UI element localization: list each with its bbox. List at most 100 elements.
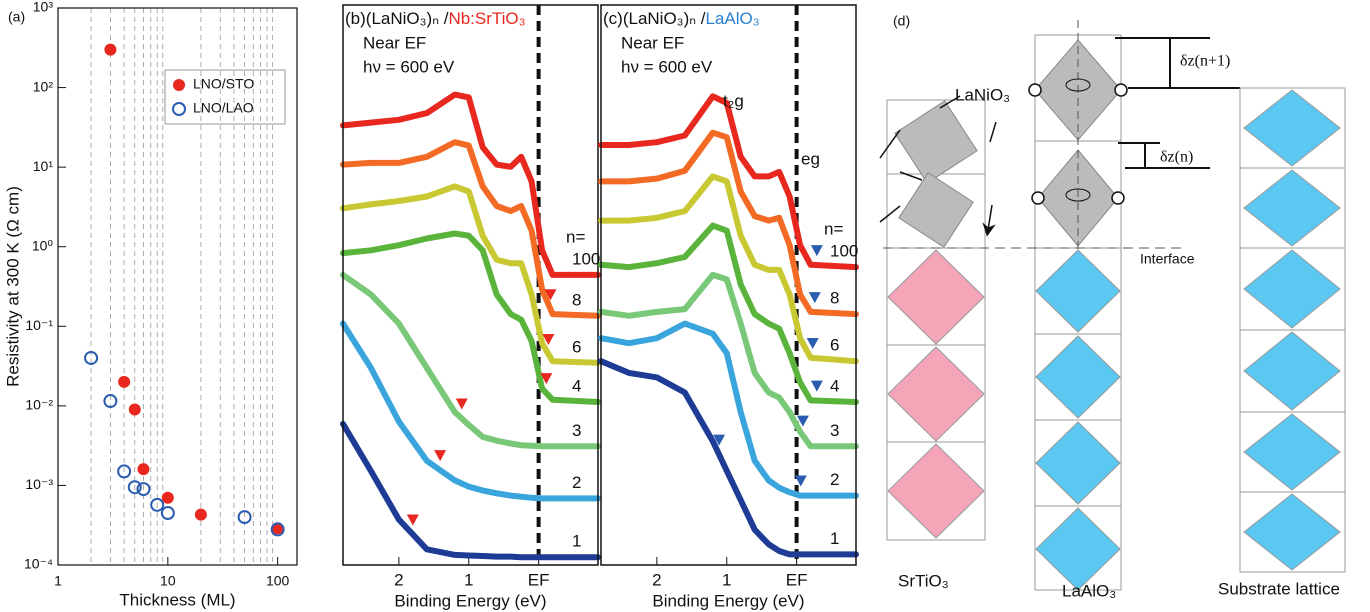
annotation: t₂g <box>723 91 744 110</box>
x-tick-label: 100 <box>266 573 290 589</box>
octahedron <box>888 444 984 538</box>
plot-frame <box>58 8 297 565</box>
spectrum-line <box>343 234 598 403</box>
y-tick-label: 10³ <box>33 0 54 15</box>
octahedron <box>1036 336 1120 418</box>
interface-label: Interface <box>1140 251 1195 267</box>
panel-title: (c)(LaNiO₃)ₙ /LaAlO₃ <box>603 9 760 28</box>
series-label: 8 <box>572 290 581 309</box>
octahedron <box>1036 422 1120 504</box>
octahedron <box>1036 508 1120 590</box>
series-label: 6 <box>572 337 581 356</box>
substrate-label: SrTiO₃ <box>898 571 949 590</box>
annotation: eg <box>801 149 820 168</box>
n-label: n= <box>824 220 843 239</box>
data-point <box>118 376 130 388</box>
x-tick-label: 10 <box>160 573 176 589</box>
y-axis-label: Resistivity at 300 K (Ω cm) <box>3 186 22 387</box>
edge-marker <box>795 476 807 487</box>
legend-marker <box>173 103 185 115</box>
annotation: Near EF <box>621 33 684 52</box>
title-film: (LaNiO₃)ₙ / <box>623 9 706 28</box>
y-tick-label: 10² <box>33 78 54 94</box>
legend-label: LNO/LAO <box>193 100 254 116</box>
data-point <box>104 44 116 56</box>
title-substrate: LaAlO₃ <box>705 9 759 28</box>
series-label: 6 <box>830 336 839 355</box>
lattice-diagram: (d) LaNiO₃ SrTiO₃ LaAlO₃ <box>880 13 1345 601</box>
spectrum-line <box>343 324 598 499</box>
x-tick-label: EF <box>786 570 808 589</box>
edge-marker <box>407 514 419 525</box>
octahedron <box>888 250 984 344</box>
series-label: 2 <box>572 473 581 492</box>
data-point <box>195 509 207 521</box>
title-substrate: Nb:SrTiO₃ <box>448 9 525 28</box>
x-tick-label: 1 <box>54 573 62 589</box>
title-film: (LaNiO₃)ₙ / <box>366 9 449 28</box>
data-point <box>129 403 141 415</box>
figure: (d) LaNiO₃ SrTiO₃ LaAlO₃ <box>0 0 1370 612</box>
annotation: hν = 600 eV <box>621 57 713 76</box>
panel-label: (c) <box>603 9 623 28</box>
octahedron <box>886 92 986 192</box>
series-label: 8 <box>830 289 839 308</box>
x-axis-label: Binding Energy (eV) <box>394 591 546 610</box>
series-label: 1 <box>830 529 839 548</box>
edge-marker <box>809 292 821 303</box>
series-label: 3 <box>572 421 581 440</box>
data-point <box>162 492 174 504</box>
y-tick-label: 10⁻⁴ <box>24 556 53 572</box>
plot-frame <box>343 5 598 565</box>
x-axis-label: Thickness (ML) <box>119 590 235 609</box>
annotation: hν = 600 eV <box>363 57 455 76</box>
series-label: 4 <box>830 377 839 396</box>
legend-marker <box>173 79 185 91</box>
spectrum-line <box>343 142 598 316</box>
x-axis-label: Binding Energy (eV) <box>652 591 804 610</box>
octahedron <box>888 347 984 441</box>
y-tick-label: 10⁻³ <box>25 476 53 492</box>
octahedron <box>1244 250 1340 328</box>
octahedron <box>1036 250 1120 332</box>
series-label: 3 <box>830 421 839 440</box>
dz-label: δz(n+1) <box>1180 53 1230 70</box>
substrate-label: LaAlO₃ <box>1062 581 1116 600</box>
edge-marker <box>456 399 468 410</box>
edge-marker <box>434 450 446 461</box>
spectrum-line <box>601 176 856 361</box>
octahedron <box>1244 414 1340 490</box>
n-label: n= <box>566 227 585 246</box>
film-label: LaNiO₃ <box>955 85 1010 104</box>
panel-title: (b)(LaNiO₃)ₙ /Nb:SrTiO₃ <box>345 9 526 28</box>
series-label: 100 <box>572 249 600 268</box>
edge-marker <box>811 245 823 256</box>
annotation: Near EF <box>363 33 426 52</box>
x-tick-label: 2 <box>394 570 403 589</box>
panel-label: (b) <box>345 9 366 28</box>
octahedron <box>1244 170 1340 246</box>
edge-marker <box>811 381 823 392</box>
data-point <box>162 507 174 519</box>
x-tick-label: 2 <box>652 570 661 589</box>
octahedron <box>1244 90 1340 166</box>
y-tick-label: 10⁰ <box>32 237 54 253</box>
octahedron <box>891 165 981 255</box>
edge-marker <box>807 338 819 349</box>
y-tick-label: 10¹ <box>33 158 54 174</box>
x-tick-label: 1 <box>464 570 473 589</box>
dz-label: δz(n) <box>1160 149 1193 166</box>
octahedron <box>1244 494 1340 570</box>
panel-label: (a) <box>8 9 25 25</box>
substrate-label: Substrate lattice <box>1218 579 1340 598</box>
panel-label: (d) <box>893 13 910 29</box>
series-label: 2 <box>830 470 839 489</box>
legend-label: LNO/STO <box>193 76 254 92</box>
octahedron <box>1244 332 1340 410</box>
data-point <box>137 463 149 475</box>
series-label: 100 <box>830 242 858 261</box>
y-tick-label: 10⁻² <box>25 397 53 413</box>
series-label: 4 <box>572 377 581 396</box>
series-label: 1 <box>572 532 581 551</box>
x-tick-label: EF <box>528 570 550 589</box>
